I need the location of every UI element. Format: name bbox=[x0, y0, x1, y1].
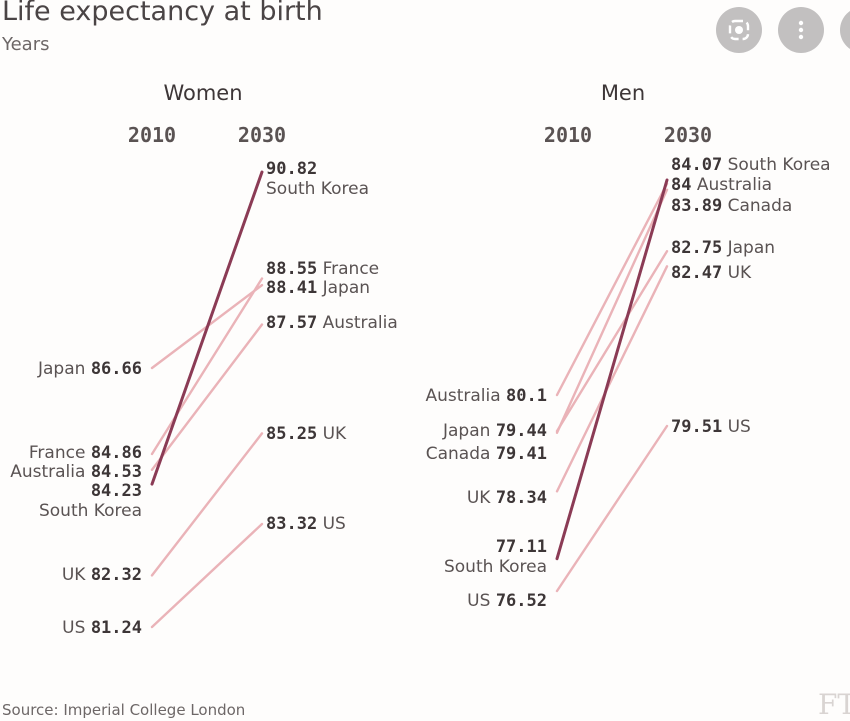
women-line-uk bbox=[150, 432, 264, 577]
women-label-2030-name-south-korea: South Korea bbox=[266, 179, 369, 199]
men-label-2010-us: US 76.52 bbox=[467, 591, 547, 611]
men-year-2030: 2030 bbox=[664, 123, 712, 147]
women-label-2010-japan: Japan 86.66 bbox=[37, 359, 142, 379]
men-label-2010-australia: Australia 80.1 bbox=[425, 386, 547, 406]
men-line-japan bbox=[555, 250, 669, 433]
men-label-2010-name-south-korea: South Korea bbox=[444, 557, 547, 577]
men-line-canada bbox=[555, 188, 669, 434]
women-label-2030-france: 88.55 France bbox=[266, 259, 379, 279]
men-label-2030-uk: 82.47 UK bbox=[671, 263, 752, 283]
women-label-2010-us: US 81.24 bbox=[62, 618, 142, 638]
men-label-2030-us: 79.51 US bbox=[671, 417, 751, 437]
men-label-2030-canada: 83.89 Canada bbox=[671, 196, 792, 216]
men-label-2010-uk: UK 78.34 bbox=[467, 488, 547, 508]
more-options-button[interactable] bbox=[778, 7, 824, 53]
women-panel-title: Women bbox=[163, 81, 242, 105]
women-label-2030-value-south-korea: 90.82 bbox=[266, 159, 317, 179]
chart-subtitle: Years bbox=[2, 34, 50, 55]
women-label-2010-value-south-korea: 84.23 bbox=[91, 481, 142, 501]
women-line-france bbox=[150, 277, 264, 456]
men-line-south-korea bbox=[555, 178, 669, 561]
women-line-south-korea bbox=[150, 170, 264, 486]
women-year-2010: 2010 bbox=[128, 123, 176, 147]
men-line-uk bbox=[555, 265, 669, 493]
source-note: Source: Imperial College London bbox=[2, 701, 246, 719]
women-label-2010-australia: Australia 84.53 bbox=[10, 462, 142, 482]
women-label-2010-uk: UK 82.32 bbox=[62, 565, 142, 585]
men-label-2010-canada: Canada 79.41 bbox=[426, 444, 547, 464]
men-label-2030-south-korea: 84.07 South Korea bbox=[671, 155, 831, 175]
men-label-2030-japan: 82.75 Japan bbox=[671, 238, 775, 258]
chart-title: Life expectancy at birth bbox=[2, 0, 323, 27]
men-label-2010-japan: Japan 79.44 bbox=[442, 421, 547, 441]
more-options-icon bbox=[798, 20, 804, 40]
men-label-2010-value-south-korea: 77.11 bbox=[496, 537, 547, 557]
men-year-2010: 2010 bbox=[544, 123, 592, 147]
men-label-2030-australia: 84 Australia bbox=[671, 175, 772, 195]
men-line-australia bbox=[555, 182, 669, 397]
women-label-2010-france: France 84.86 bbox=[29, 443, 142, 463]
women-year-2030: 2030 bbox=[238, 123, 286, 147]
women-label-2010-name-south-korea: South Korea bbox=[39, 501, 142, 521]
lens-button[interactable] bbox=[716, 7, 762, 53]
women-label-2030-japan: 88.41 Japan bbox=[266, 278, 370, 298]
women-label-2030-australia: 87.57 Australia bbox=[266, 313, 398, 333]
women-label-2030-us: 83.32 US bbox=[266, 514, 346, 534]
women-line-us bbox=[150, 522, 264, 629]
men-line-us bbox=[555, 424, 669, 593]
women-label-2030-uk: 85.25 UK bbox=[266, 424, 347, 444]
partial-button[interactable] bbox=[840, 7, 850, 53]
image-toolbar bbox=[716, 7, 850, 53]
men-panel-title: Men bbox=[601, 81, 645, 105]
lens-icon bbox=[728, 19, 750, 41]
women-line-australia bbox=[150, 323, 264, 471]
ft-logo: FT bbox=[818, 688, 850, 721]
